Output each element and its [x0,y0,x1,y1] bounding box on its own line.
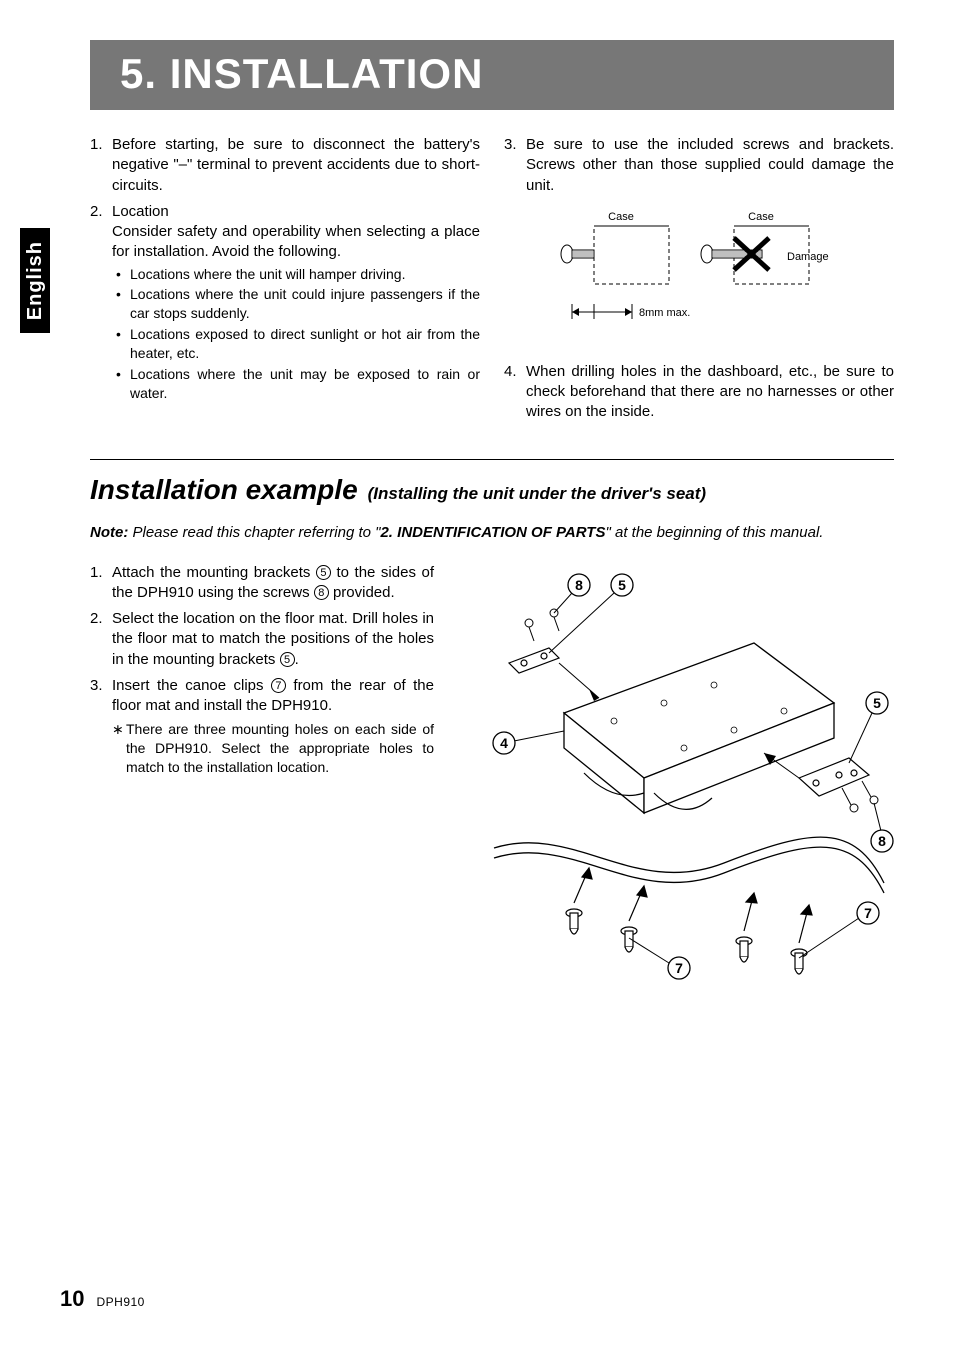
floor-mat-icon [494,847,884,893]
section-title-main: Installation example [90,474,358,506]
diagram-label: Case [748,211,774,223]
right-column: 3. Be sure to use the included screws an… [504,135,894,429]
list-number: 2. [90,609,112,670]
part-ref-icon: 5 [316,565,331,580]
bracket-left-icon [509,648,559,673]
list-number: 4. [504,362,526,423]
page-number: 10 [60,1286,84,1312]
svg-text:7: 7 [675,960,683,976]
bullet-icon: • [116,365,130,403]
bullet-text: Locations where the unit may be exposed … [130,365,480,403]
part-ref-icon: 8 [314,585,329,600]
chapter-title-banner: 5. INSTALLATION [90,40,894,110]
example-steps: 1. Attach the mounting brackets 5 to the… [90,563,434,998]
note-text: " at the beginning of this manual. [605,524,823,541]
screw-diagram: Case 8mm max. [504,204,894,344]
bracket-right-icon [799,758,869,796]
list-text: Before starting, be sure to disconnect t… [112,135,480,196]
svg-text:8: 8 [575,577,583,593]
language-tab: English [20,228,50,333]
svg-text:7: 7 [864,905,872,921]
bullet-icon: • [116,285,130,323]
list-number: 3. [90,676,112,777]
list-number: 3. [504,135,526,196]
list-text: Attach the mounting brackets 5 to the si… [112,563,434,604]
note-prefix: Note: [90,524,133,541]
left-column: 1. Before starting, be sure to disconnec… [90,135,480,429]
screw-icon [525,609,559,641]
list-number: 1. [90,563,112,604]
section-title-sub: (Installing the unit under the driver's … [368,484,706,504]
canoe-clip-icon [621,886,647,952]
bullet-icon: • [116,325,130,363]
note-bold: 2. INDENTIFICATION OF PARTS [380,524,605,541]
diagram-label: Damage [787,251,829,263]
svg-text:5: 5 [873,695,881,711]
note-text: Please read this chapter referring to " [133,524,381,541]
screw-icon [561,245,594,263]
list-text: Insert the canoe clips 7 from the rear o… [112,676,434,777]
canoe-clip-icon [736,893,757,962]
installation-diagram: 8 5 4 5 8 7 [454,563,894,998]
canoe-clip-icon [791,905,812,974]
part-ref-icon: 7 [271,678,286,693]
canoe-clip-icon [566,868,592,934]
list-text: When drilling holes in the dashboard, et… [526,362,894,423]
asterisk-icon: ∗ [112,720,126,777]
model-number: DPH910 [96,1295,144,1309]
list-number: 2. [90,202,112,403]
bullet-icon: • [116,265,130,284]
chapter-title: 5. INSTALLATION [120,50,864,98]
unit-body-icon [564,643,834,813]
part-ref-icon: 5 [280,652,295,667]
note-line: Note: Please read this chapter referring… [90,524,894,541]
diagram-label: Case [608,211,634,223]
svg-text:8: 8 [878,833,886,849]
list-intro: Consider safety and operability when sel… [112,222,480,263]
bullet-text: Locations where the unit could injure pa… [130,285,480,323]
bullet-text: Locations where the unit will hamper dri… [130,265,480,284]
floor-mat-icon [494,837,884,883]
language-tab-label: English [24,241,47,320]
diagram-label: 8mm max. [639,307,690,319]
page-footer: 10 DPH910 [60,1286,145,1312]
sub-note: There are three mounting holes on each s… [126,720,434,777]
bullet-text: Locations exposed to direct sunlight or … [130,325,480,363]
list-heading: Location [112,202,480,222]
list-number: 1. [90,135,112,196]
svg-text:4: 4 [500,735,508,751]
list-text: Select the location on the floor mat. Dr… [112,609,434,670]
svg-text:5: 5 [618,577,626,593]
section-heading: Installation example (Installing the uni… [90,459,894,506]
list-text: Be sure to use the included screws and b… [526,135,894,196]
screw-icon [842,781,878,812]
